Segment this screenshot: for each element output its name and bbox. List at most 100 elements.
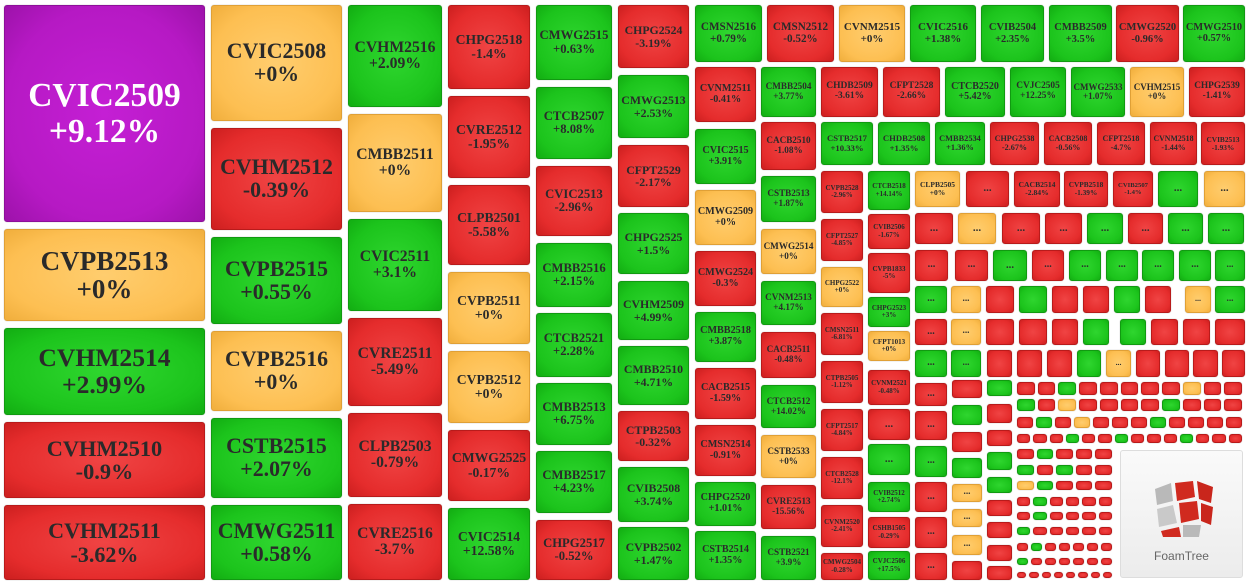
tile[interactable]: CSTB2514 +1.35% <box>695 531 756 580</box>
tiny-tile[interactable] <box>1075 449 1093 459</box>
tiny-tile[interactable] <box>1182 382 1201 395</box>
tiny-tile[interactable] <box>1074 417 1090 428</box>
tile[interactable]: CMWG2504 -0.28% <box>821 553 863 580</box>
tiny-tile[interactable] <box>1036 449 1054 459</box>
tile[interactable]: CMWG2525 -0.17% <box>448 430 530 501</box>
small-tile[interactable] <box>1017 350 1042 377</box>
tile[interactable]: CMSN2514 -0.91% <box>695 425 756 476</box>
small-tile[interactable] <box>1120 319 1146 345</box>
tile[interactable]: CSHB1505 -0.29% <box>868 517 910 548</box>
tile[interactable]: CMBB2518 +3.87% <box>695 312 756 362</box>
tile[interactable]: CSTB2513 +1.87% <box>761 176 816 222</box>
tiny-tile[interactable] <box>1224 399 1242 411</box>
tile[interactable]: CVIC2511 +3.1% <box>348 219 442 311</box>
tiny-tile[interactable] <box>1188 417 1204 428</box>
small-tile[interactable]: ... <box>915 383 947 406</box>
small-tile[interactable] <box>1052 286 1078 313</box>
small-tile[interactable]: ... <box>1045 213 1082 244</box>
tiny-tile[interactable] <box>1114 434 1128 443</box>
tiny-tile[interactable] <box>1090 572 1100 578</box>
tile[interactable]: CVNM2518 -1.44% <box>1150 122 1197 165</box>
tile[interactable]: CTCB2520 +5.42% <box>945 67 1005 117</box>
small-tile[interactable]: ... <box>915 446 947 477</box>
tile[interactable]: CVPB2502 +1.47% <box>618 527 689 580</box>
tiny-tile[interactable] <box>1049 497 1063 506</box>
tiny-tile[interactable] <box>1099 399 1118 411</box>
tiny-tile[interactable] <box>1095 481 1112 490</box>
tile[interactable]: CTCB2521 +2.28% <box>536 313 612 377</box>
small-tile[interactable] <box>952 561 982 580</box>
tiny-tile[interactable] <box>1150 417 1166 428</box>
tile[interactable]: CTPB2503 -0.32% <box>618 411 689 461</box>
small-tile[interactable] <box>1151 319 1178 345</box>
small-tile[interactable]: ... <box>951 350 981 377</box>
small-tile[interactable]: ... <box>1168 213 1203 244</box>
tile[interactable]: CACB2514 -2.84% <box>1014 171 1060 207</box>
tiny-tile[interactable] <box>1017 512 1031 520</box>
tiny-tile[interactable] <box>1098 512 1112 520</box>
tile[interactable]: CVPB1833 -5% <box>868 253 910 293</box>
small-tile[interactable]: ... <box>915 286 947 313</box>
small-tile[interactable]: ... <box>955 250 988 281</box>
tile[interactable]: CMBB2516 +2.15% <box>536 243 612 307</box>
tiny-tile[interactable] <box>1226 417 1242 428</box>
tiny-tile[interactable] <box>1031 558 1042 565</box>
small-tile[interactable] <box>987 430 1012 446</box>
tiny-tile[interactable] <box>1017 449 1034 459</box>
small-tile[interactable] <box>987 404 1012 423</box>
tiny-tile[interactable] <box>1169 417 1185 428</box>
tile[interactable]: CVIC2516 +1.38% <box>910 5 976 62</box>
tiny-tile[interactable] <box>1066 512 1080 520</box>
small-tile[interactable]: ... <box>915 553 947 580</box>
tile[interactable]: CHPG2539 -1.41% <box>1189 67 1245 117</box>
tiny-tile[interactable] <box>1224 382 1242 395</box>
tile[interactable]: CHPG2524 -3.19% <box>618 5 689 68</box>
tile[interactable]: CVHM2516 +2.09% <box>348 5 442 107</box>
tile[interactable]: CVNM2511 -0.41% <box>695 67 756 122</box>
small-tile[interactable] <box>952 458 982 478</box>
small-tile[interactable]: ... <box>915 350 947 377</box>
tile[interactable]: CTPB2505 -1.12% <box>821 361 863 403</box>
tiny-tile[interactable] <box>1087 558 1098 565</box>
tile[interactable]: CTCB2512 +14.02% <box>761 385 816 428</box>
tiny-tile[interactable] <box>1093 417 1109 428</box>
small-tile[interactable]: ... <box>966 171 1009 207</box>
tile[interactable]: CVIB2506 -1.67% <box>868 214 910 249</box>
small-tile[interactable]: ... <box>952 535 982 555</box>
tiny-tile[interactable] <box>1017 465 1034 475</box>
small-tile[interactable] <box>1047 350 1072 377</box>
tiny-tile[interactable] <box>1098 527 1112 535</box>
tile[interactable]: CFPT2527 -4.85% <box>821 219 863 261</box>
small-tile[interactable] <box>987 522 1012 538</box>
tile[interactable]: CMWG2509 +0% <box>695 190 756 245</box>
tile[interactable]: CHPG2520 +1.01% <box>695 482 756 526</box>
tiny-tile[interactable] <box>1041 572 1051 578</box>
small-tile[interactable]: ... <box>993 250 1027 281</box>
tiny-tile[interactable] <box>1196 434 1210 443</box>
tile[interactable]: CSTB2517 +10.33% <box>821 122 873 165</box>
tiny-tile[interactable] <box>1082 434 1096 443</box>
tiny-tile[interactable] <box>1147 434 1161 443</box>
tile[interactable]: CMWG2533 +1.07% <box>1071 67 1125 117</box>
tiny-tile[interactable] <box>1045 543 1056 551</box>
tiny-tile[interactable] <box>1058 399 1077 411</box>
tile[interactable]: CVPB2528 -2.96% <box>821 171 863 213</box>
tiny-tile[interactable] <box>1082 497 1096 506</box>
small-tile[interactable] <box>952 380 982 398</box>
tile[interactable]: CACB2511 -0.48% <box>761 332 816 378</box>
small-tile[interactable] <box>1077 350 1101 377</box>
tile[interactable]: CMBB2504 +3.77% <box>761 67 816 117</box>
small-tile[interactable] <box>1193 350 1218 377</box>
tile[interactable]: CVNM2520 -2.41% <box>821 505 863 547</box>
tile[interactable]: CVIC2515 +3.91% <box>695 129 756 184</box>
tile[interactable]: CHPG2517 -0.52% <box>536 520 612 580</box>
small-tile[interactable] <box>1019 286 1047 313</box>
tile[interactable]: CACB2515 -1.59% <box>695 368 756 419</box>
small-tile[interactable] <box>1183 319 1210 345</box>
small-tile[interactable]: ... <box>1185 286 1211 313</box>
tile[interactable]: CVHM2510 -0.9% <box>4 422 205 498</box>
tiny-tile[interactable] <box>1056 481 1073 490</box>
tiny-tile[interactable] <box>1033 434 1047 443</box>
tiny-tile[interactable] <box>1141 382 1160 395</box>
small-tile[interactable] <box>987 350 1012 377</box>
